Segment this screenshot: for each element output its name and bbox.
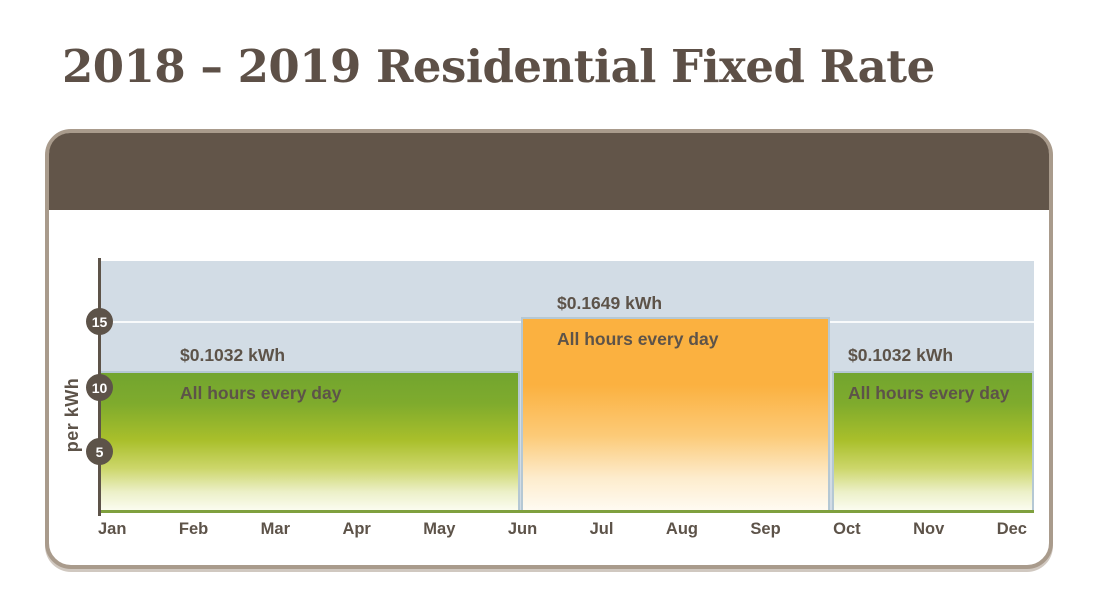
hours-label-jun-sep: All hours every day (557, 329, 719, 349)
y-tick-badge-10: 10 (86, 374, 113, 401)
rate-chart-card: $0.1032 kWh All hours every day $0.1649 … (45, 129, 1053, 569)
month-label-jun: Jun (507, 520, 538, 538)
page-title: 2018 – 2019 Residential Fixed Rate (62, 40, 935, 93)
y-axis-title: per kWh (62, 377, 82, 453)
month-label-sep: Sep (750, 520, 781, 538)
y-tick-badge-15: 15 (86, 308, 113, 335)
x-axis-baseline (99, 510, 1034, 513)
x-axis-labels: Jan Feb Mar Apr May Jun Jul Aug Sep Oct … (98, 520, 1027, 539)
month-label-jan: Jan (98, 520, 127, 538)
hours-label-jan-may: All hours every day (180, 383, 342, 403)
bar-jun-sep (521, 317, 830, 513)
month-label-feb: Feb (178, 520, 209, 538)
month-label-mar: Mar (260, 520, 290, 538)
rate-label-jan-may: $0.1032 kWh (180, 345, 286, 365)
rate-label-oct-dec: $0.1032 kWh (848, 345, 954, 365)
hours-label-oct-dec: All hours every day (848, 383, 1010, 403)
card-header-band (49, 133, 1049, 210)
month-label-jul: Jul (589, 520, 614, 538)
bar-jan-may (99, 371, 520, 513)
month-label-oct: Oct (833, 520, 861, 538)
month-label-nov: Nov (913, 520, 945, 538)
month-label-dec: Dec (996, 520, 1027, 538)
month-label-aug: Aug (665, 520, 698, 538)
rate-label-jun-sep: $0.1649 kWh (557, 293, 663, 313)
month-label-may: May (423, 520, 456, 538)
month-label-apr: Apr (342, 520, 371, 538)
y-tick-badge-5: 5 (86, 438, 113, 465)
plot-area: $0.1032 kWh All hours every day $0.1649 … (62, 258, 1034, 516)
bar-oct-dec (832, 371, 1034, 513)
